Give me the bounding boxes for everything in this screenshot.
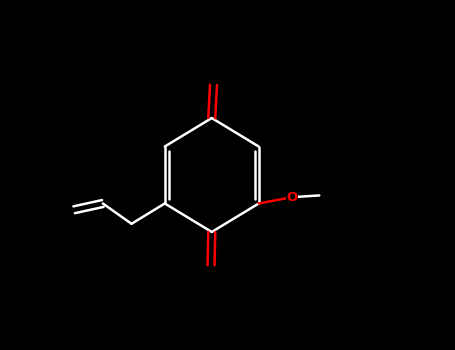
Text: O: O: [286, 191, 298, 204]
